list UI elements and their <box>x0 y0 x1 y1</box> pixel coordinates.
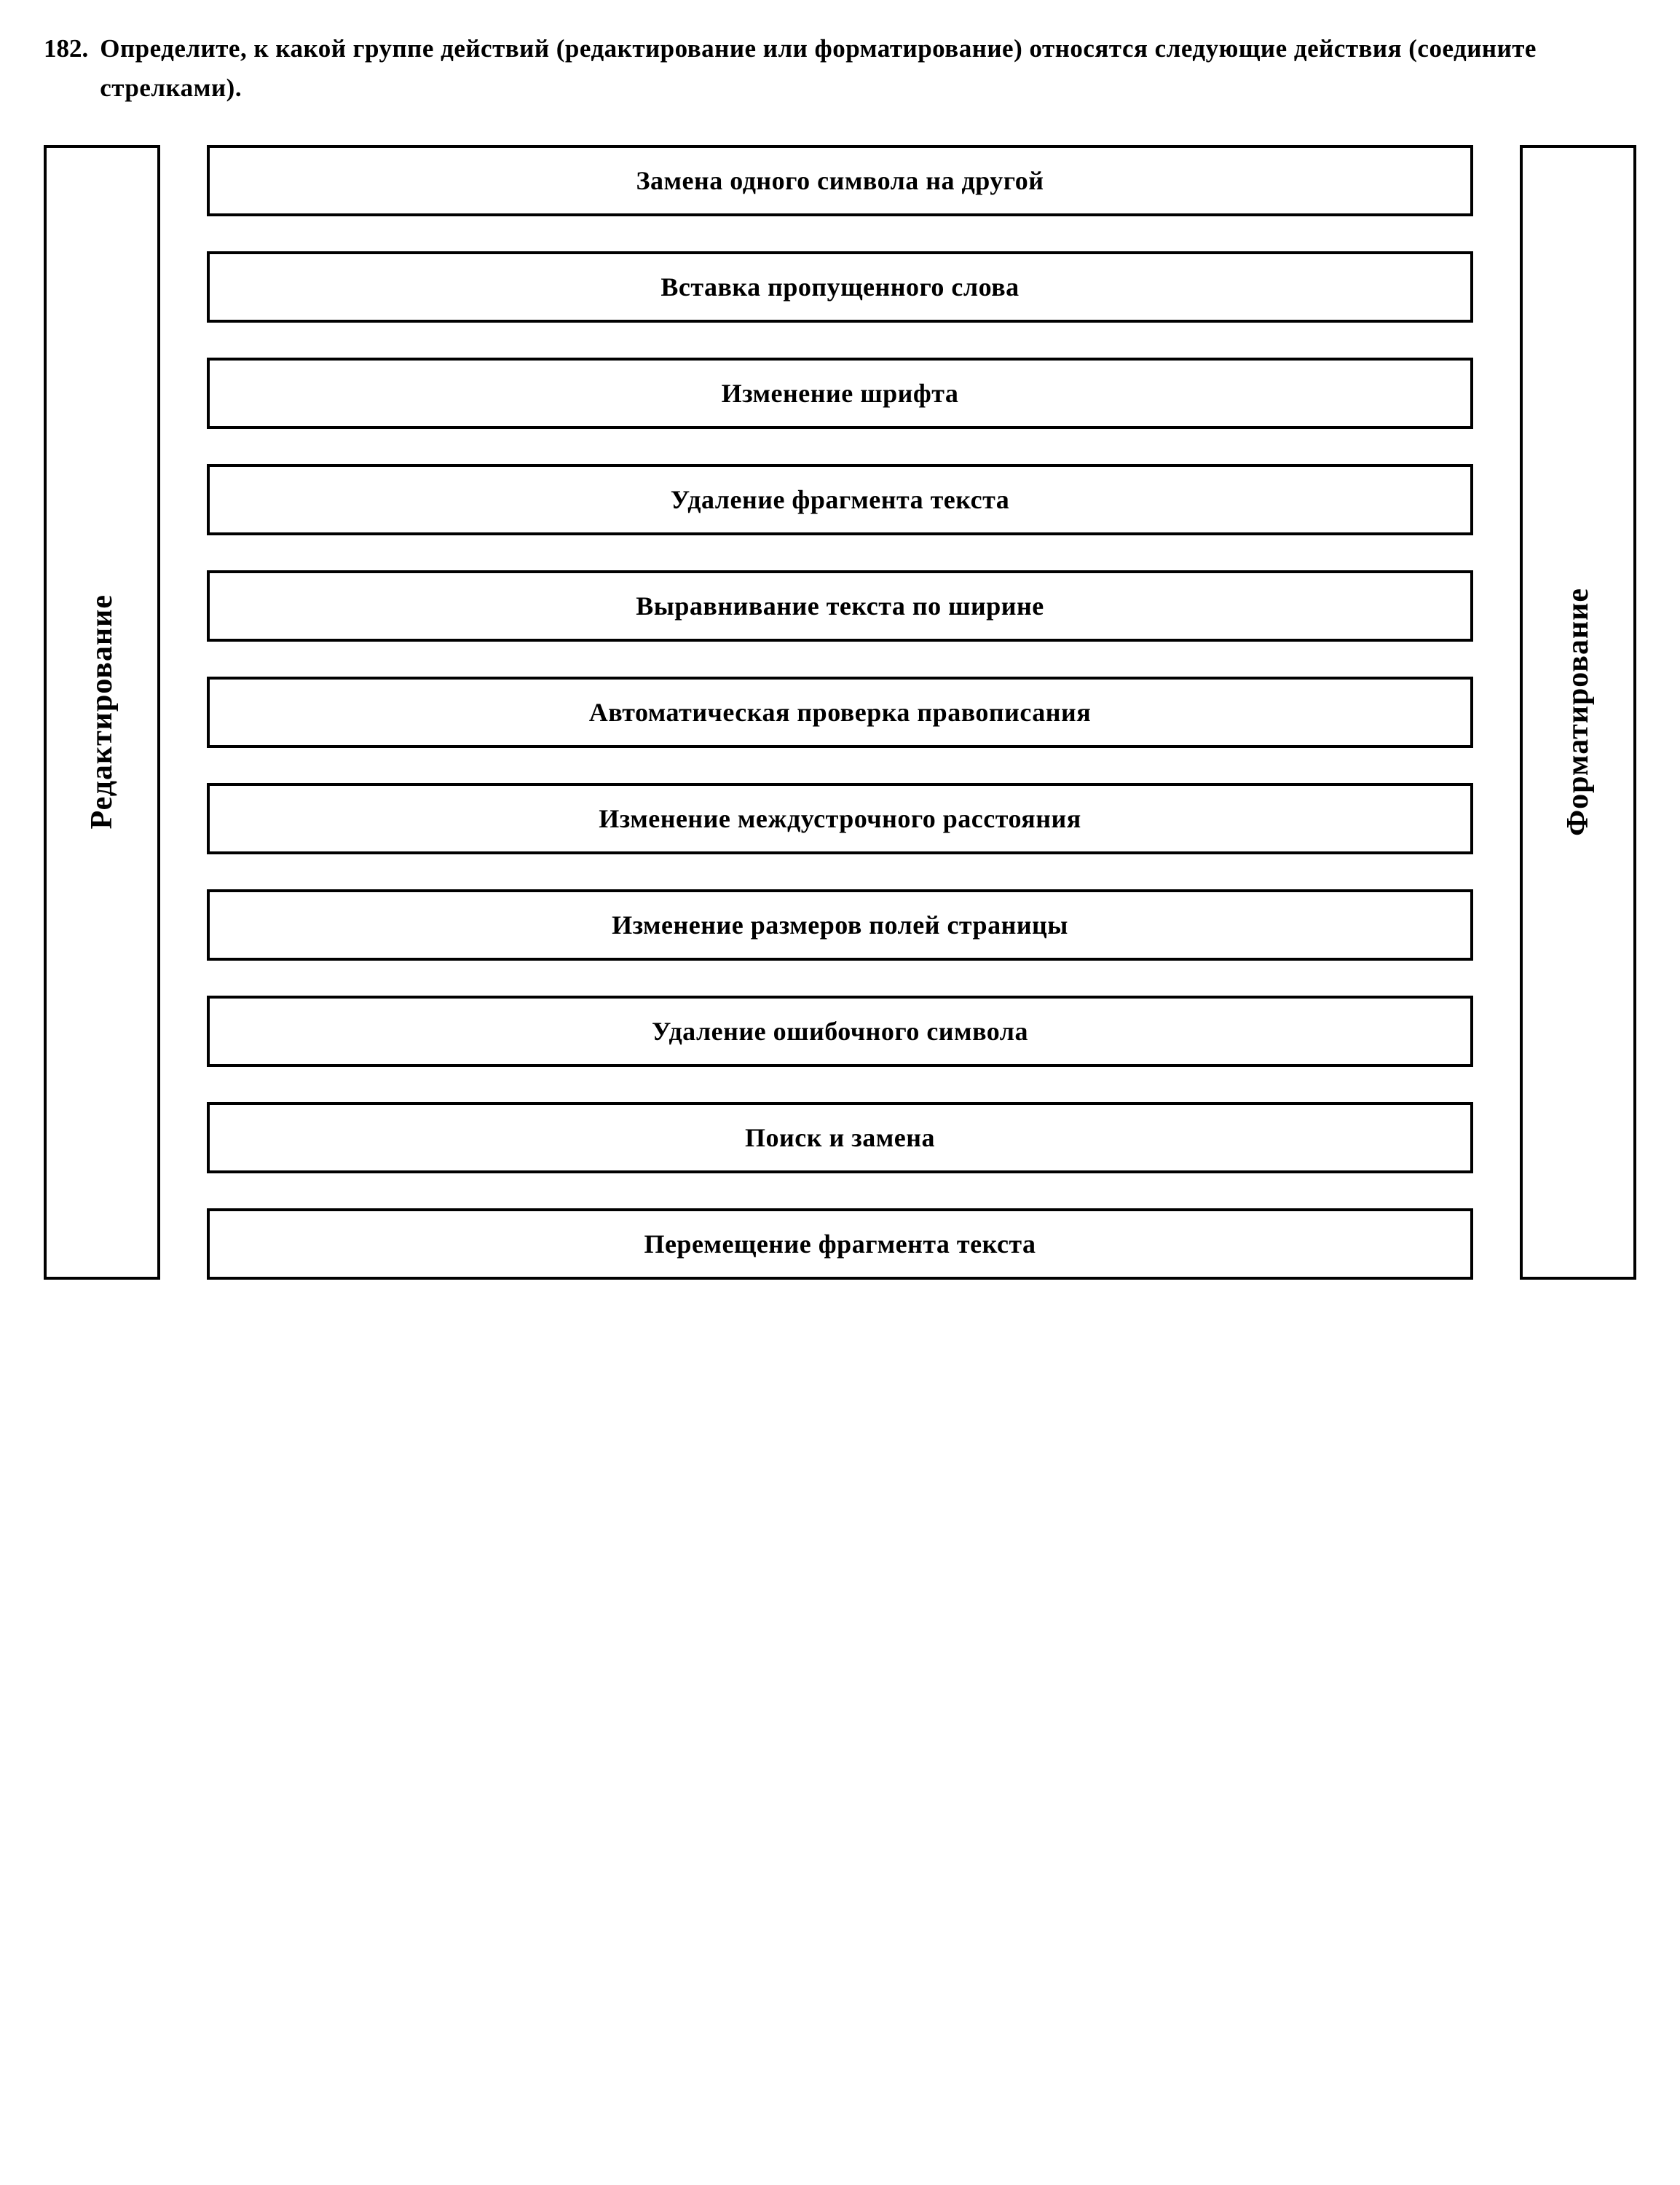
right-category-label: Форматирование <box>1561 588 1596 836</box>
action-item: Автоматическая проверка правописания <box>207 677 1473 748</box>
task-text: Определите, к какой группе действий (ред… <box>100 29 1636 109</box>
left-category-label: Редактирование <box>84 594 119 830</box>
action-item: Изменение междустрочного расстояния <box>207 783 1473 854</box>
action-item: Изменение размеров полей страницы <box>207 889 1473 961</box>
action-item: Перемещение фрагмента текста <box>207 1208 1473 1280</box>
diagram-container: Редактирование Замена одного символа на … <box>44 145 1636 1280</box>
action-item: Выравнивание текста по ширине <box>207 570 1473 642</box>
task-header: 182. Определите, к какой группе действий… <box>44 29 1636 109</box>
actions-column: Замена одного символа на другой Вставка … <box>192 145 1488 1280</box>
left-category-box: Редактирование <box>44 145 160 1280</box>
right-category-box: Форматирование <box>1520 145 1636 1280</box>
action-item: Поиск и замена <box>207 1102 1473 1173</box>
action-item: Вставка пропущенного слова <box>207 251 1473 323</box>
action-item: Удаление фрагмента текста <box>207 464 1473 535</box>
task-number: 182. <box>44 29 88 109</box>
action-item: Замена одного символа на другой <box>207 145 1473 216</box>
action-item: Изменение шрифта <box>207 358 1473 429</box>
action-item: Удаление ошибочного символа <box>207 996 1473 1067</box>
